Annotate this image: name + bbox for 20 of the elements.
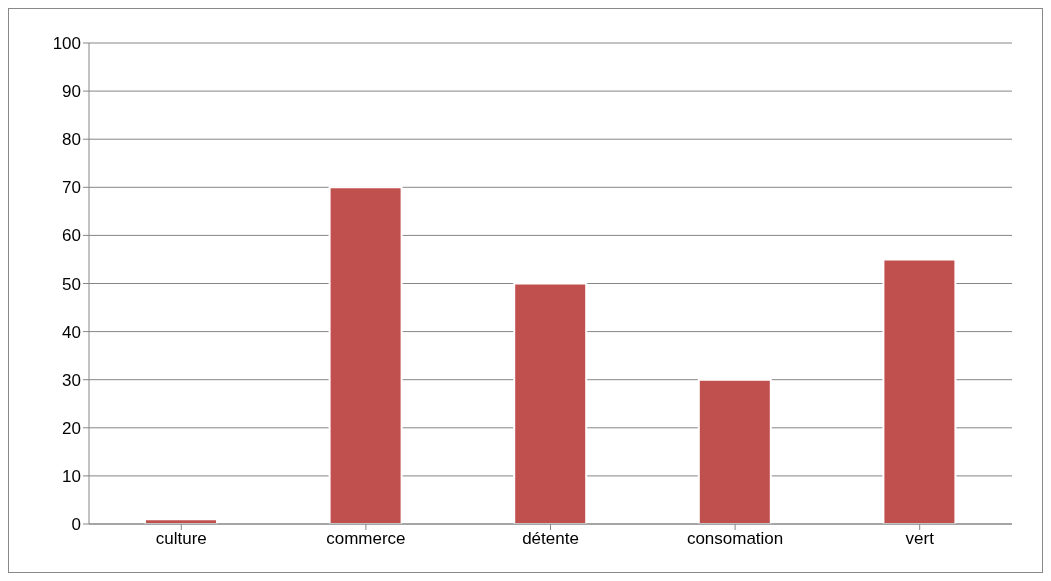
bar [882,258,957,524]
bar [328,186,403,524]
y-tick-label: 90 [62,82,81,102]
bar [513,282,588,524]
y-tick-label: 100 [52,34,81,54]
y-tick-label: 80 [62,130,81,150]
x-tick-label: vert [905,529,935,549]
x-tick-label: détente [522,529,579,549]
y-tick-label: 70 [62,178,81,198]
y-tick-label: 50 [62,274,81,294]
y-tick-label: 10 [62,466,81,486]
y-tick-label: 0 [71,515,81,535]
x-tick-label: culture [155,529,207,549]
y-tick-label: 30 [62,370,81,390]
y-tick-label: 40 [62,322,81,342]
y-tick-label: 60 [62,226,81,246]
y-tick-label: 20 [62,418,81,438]
x-tick-label: consomation [686,529,784,549]
x-tick-label: commerce [326,529,406,549]
bar [697,378,772,524]
